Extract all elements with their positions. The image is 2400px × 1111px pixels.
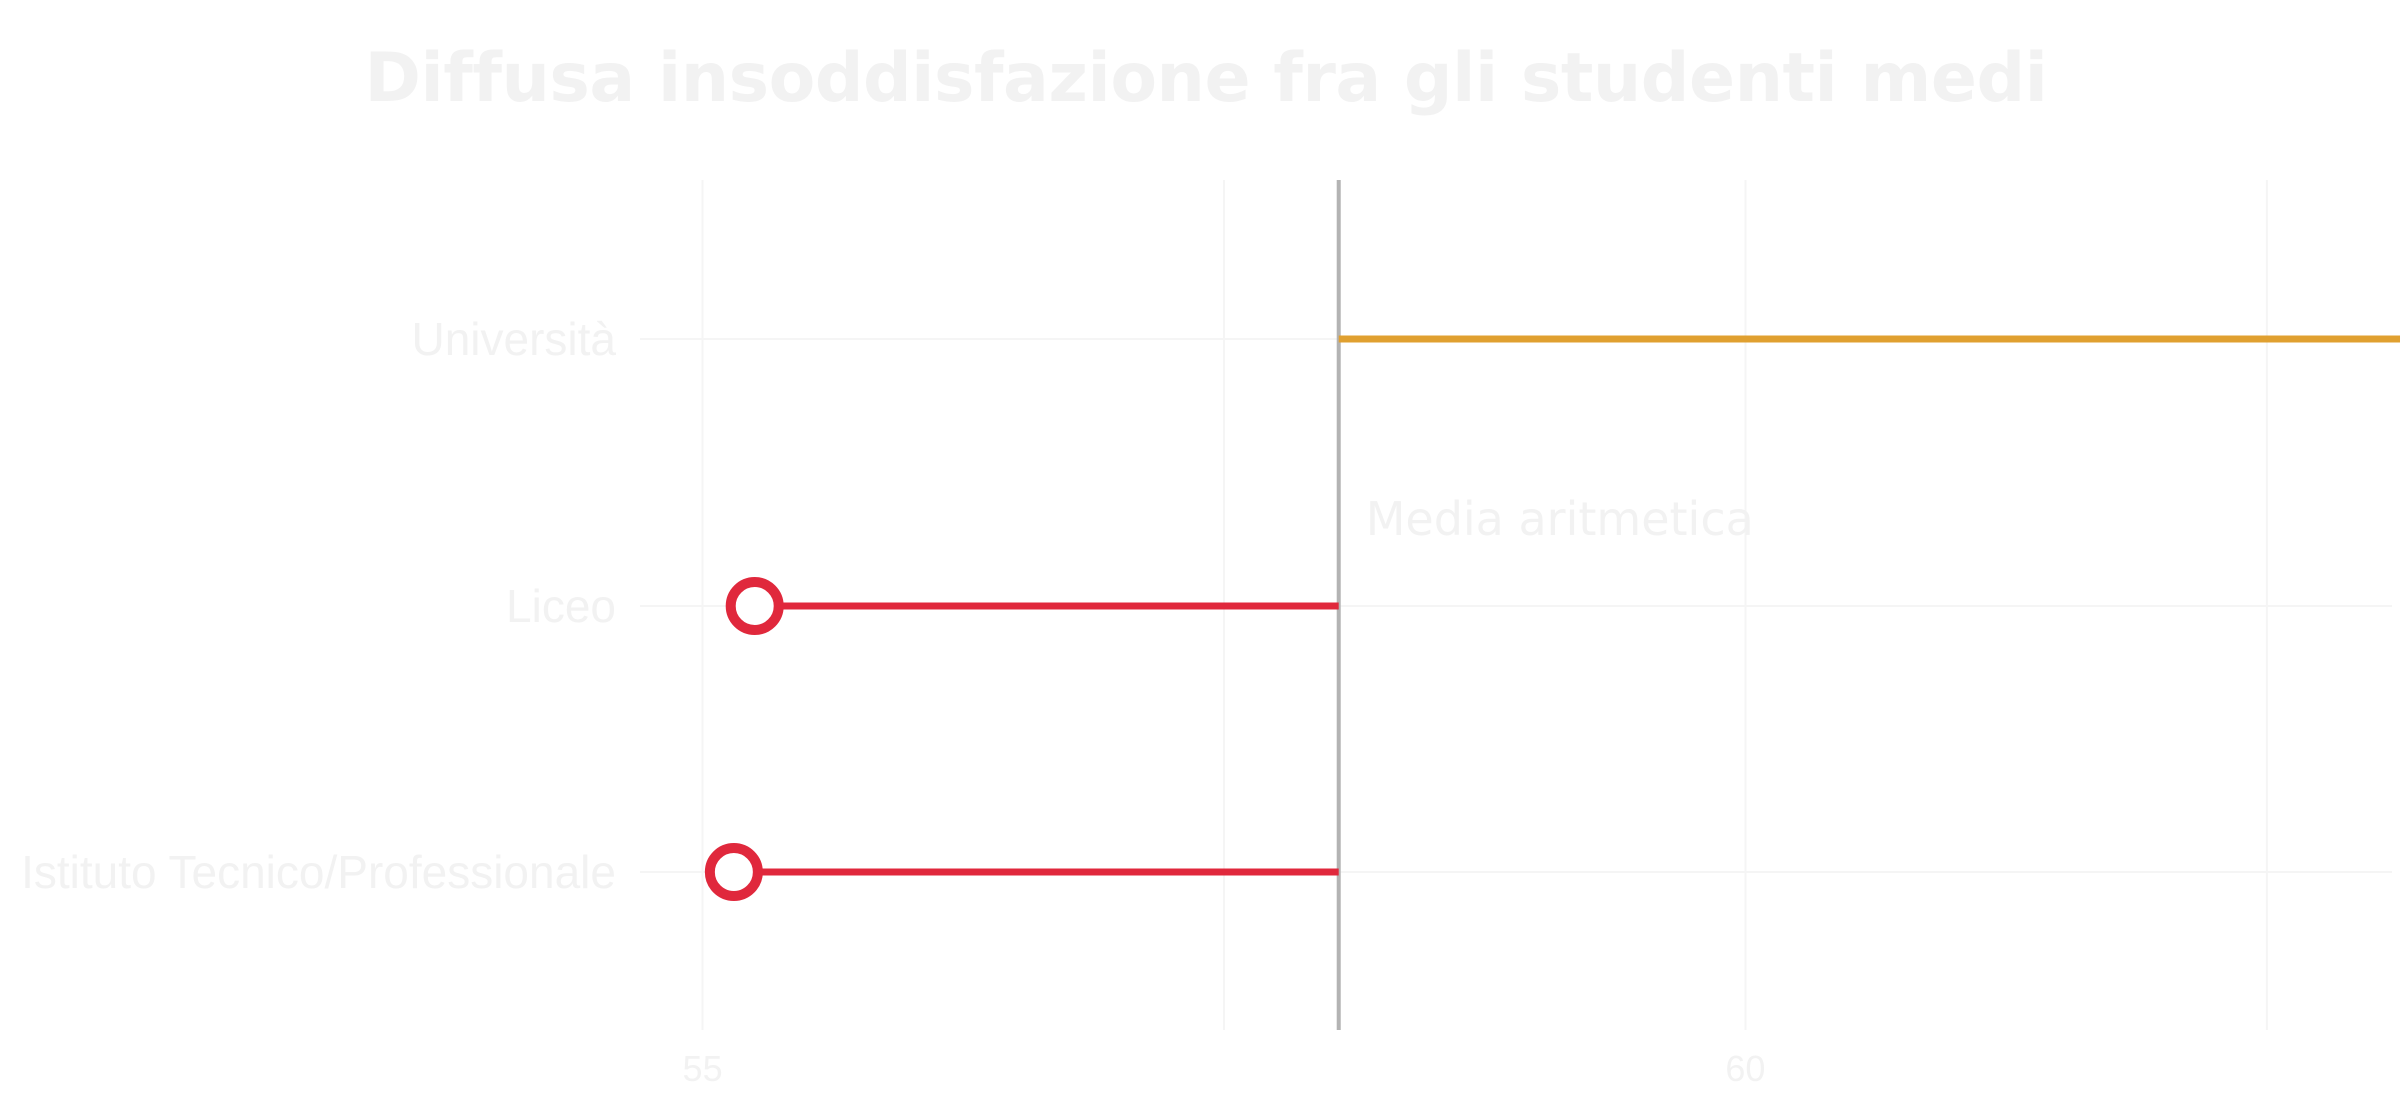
reference-line-group: Media aritmetica [1336,180,1754,1030]
chart-title: Diffusa insoddisfazione fra gli studenti… [365,39,2048,118]
lollipop-point [725,577,784,635]
x-tick-label: 55 [683,1048,723,1089]
reference-line-label: Media aritmetica [1366,492,1754,546]
x-tick-label: 60 [1725,1048,1765,1089]
lollipop-series [704,335,2400,901]
category-label: Università [411,313,616,365]
category-label: Istituto Tecnico/Professionale [21,846,616,898]
value-axis: 55 60 [683,1048,1766,1089]
lollipop-point [704,843,763,901]
category-axis: Università Liceo Istituto Tecnico/Professi… [21,313,616,898]
category-label: Liceo [506,580,616,632]
